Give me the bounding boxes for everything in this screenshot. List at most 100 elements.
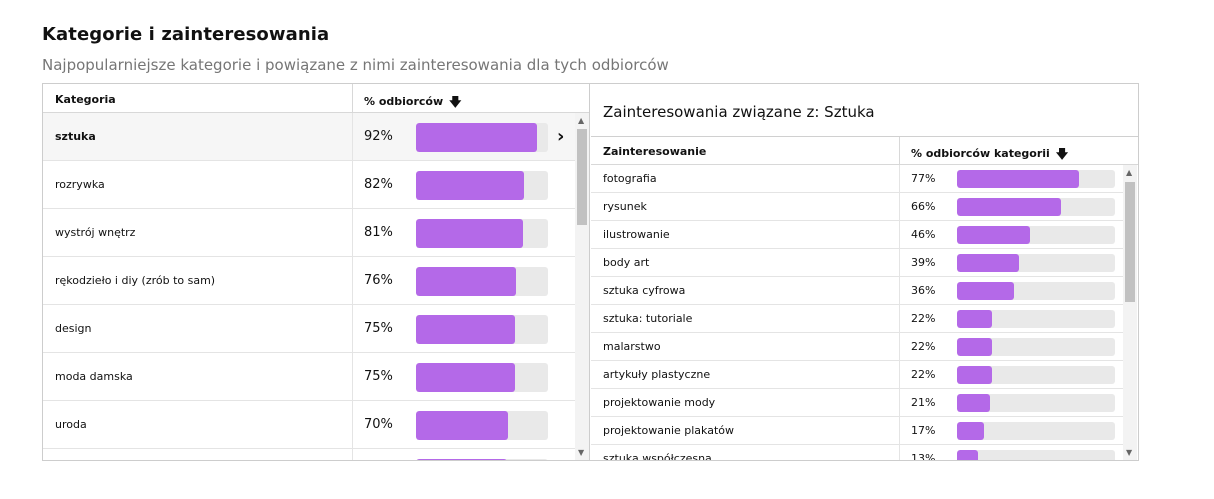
column-divider (352, 257, 353, 304)
column-header-interest[interactable]: Zainteresowanie (603, 145, 707, 158)
interest-row: sztuka: tutoriale 22% (591, 305, 1123, 333)
percent-bar-track (416, 459, 548, 460)
interest-row: ilustrowanie 46% (591, 221, 1123, 249)
category-row[interactable]: uroda 70% (43, 401, 575, 449)
scroll-up-icon[interactable]: ▲ (578, 116, 585, 125)
percent-bar-track (957, 254, 1115, 272)
percent-bar-track (957, 450, 1115, 460)
percent-bar-fill (416, 171, 525, 200)
interest-percent: 66% (911, 200, 936, 213)
category-name: design (55, 322, 92, 335)
column-divider (899, 305, 900, 332)
category-row[interactable]: wystrój wnętrz 81% (43, 209, 575, 257)
category-name: moda damska (55, 370, 133, 383)
percent-bar-fill (957, 366, 992, 384)
interest-percent: 17% (911, 424, 936, 437)
percent-bar-fill (416, 123, 538, 152)
column-divider (352, 113, 353, 160)
column-divider (899, 417, 900, 444)
percent-bar-track (957, 198, 1115, 216)
column-divider (352, 353, 353, 400)
interest-row: projektowanie mody 21% (591, 389, 1123, 417)
category-row[interactable]: rozrywka 82% (43, 161, 575, 209)
interest-name: malarstwo (603, 340, 661, 353)
category-row[interactable]: design 75% (43, 305, 575, 353)
column-header-category-percent-label: % odbiorców kategorii (911, 147, 1050, 160)
interest-name: projektowanie mody (603, 396, 716, 409)
percent-bar-track (957, 394, 1115, 412)
column-header-percent-label: % odbiorców (364, 95, 444, 108)
interest-row: artykuły plastyczne 22% (591, 361, 1123, 389)
percent-bar-track (957, 338, 1115, 356)
interest-row: fotografia 77% (591, 165, 1123, 193)
interest-name: ilustrowanie (603, 228, 670, 241)
interest-name: body art (603, 256, 650, 269)
categories-table-body: sztuka 92% › rozrywka 82% wystrój wnętrz 81% rę… (43, 113, 575, 460)
column-divider (899, 249, 900, 276)
interests-table-header: Zainteresowanie % odbiorców kategorii 🡇 (591, 136, 1138, 165)
category-row[interactable]: moda damska 75% (43, 353, 575, 401)
interest-name: sztuka: tutoriale (603, 312, 693, 325)
column-header-category-percent[interactable]: % odbiorców kategorii 🡇 (911, 145, 1068, 166)
categories-scrollbar[interactable]: ▲ ▼ (575, 113, 589, 460)
category-row[interactable]: sztuka 92% › (43, 113, 575, 161)
column-divider (352, 209, 353, 256)
interest-name: rysunek (603, 200, 647, 213)
category-row[interactable]: rękodzieło i diy (zrób to sam) 76% (43, 257, 575, 305)
scroll-down-icon[interactable]: ▼ (1126, 448, 1133, 457)
interest-row: rysunek 66% (591, 193, 1123, 221)
percent-bar-fill (957, 422, 984, 440)
category-percent: 81% (364, 225, 393, 240)
column-divider (899, 333, 900, 360)
arrow-down-icon[interactable]: 🡇 (449, 95, 462, 109)
interests-scrollbar[interactable]: ▲ ▼ (1123, 165, 1137, 460)
column-divider (899, 361, 900, 388)
percent-bar-fill (957, 338, 992, 356)
percent-bar-fill (957, 310, 992, 328)
column-divider (899, 165, 900, 192)
percent-bar-track (957, 226, 1115, 244)
column-divider (352, 161, 353, 208)
percent-bar-track (416, 171, 548, 200)
column-divider (899, 193, 900, 220)
percent-bar-track (957, 170, 1115, 188)
category-percent: 92% (364, 129, 393, 144)
scroll-up-icon[interactable]: ▲ (1126, 168, 1133, 177)
chevron-right-icon[interactable]: › (557, 126, 565, 147)
interest-percent: 13% (911, 452, 936, 460)
interest-row: body art 39% (591, 249, 1123, 277)
interests-table: Zainteresowania związane z: Sztuka Zaint… (591, 84, 1138, 460)
category-percent: 82% (364, 177, 393, 192)
arrow-down-icon[interactable]: 🡇 (1055, 147, 1069, 161)
interest-name: sztuka cyfrowa (603, 284, 686, 297)
column-divider (899, 389, 900, 416)
interest-name: projektowanie plakatów (603, 424, 734, 437)
percent-bar-fill (957, 198, 1062, 216)
percent-bar-track (416, 411, 548, 440)
interest-percent: 39% (911, 256, 936, 269)
category-percent: 75% (364, 369, 393, 384)
category-name: uroda (55, 418, 87, 431)
category-name: rękodzieło i diy (zrób to sam) (55, 274, 216, 287)
interest-row: malarstwo 22% (591, 333, 1123, 361)
interest-name: fotografia (603, 172, 657, 185)
category-row[interactable] (43, 449, 575, 460)
column-divider (899, 137, 900, 164)
column-header-category[interactable]: Kategoria (55, 93, 116, 106)
percent-bar-track (957, 310, 1115, 328)
column-divider (899, 221, 900, 248)
column-divider (352, 401, 353, 448)
scrollbar-thumb[interactable] (1125, 182, 1135, 302)
column-divider (352, 305, 353, 352)
percent-bar-track (416, 363, 548, 392)
interest-percent: 22% (911, 340, 936, 353)
percent-bar-track (957, 366, 1115, 384)
column-divider (899, 277, 900, 304)
percent-bar-fill (957, 170, 1079, 188)
interest-percent: 21% (911, 396, 936, 409)
scrollbar-thumb[interactable] (577, 129, 587, 225)
percent-bar-fill (416, 411, 509, 440)
category-name: rozrywka (55, 178, 105, 191)
column-header-percent[interactable]: % odbiorców 🡇 (364, 93, 462, 114)
scroll-down-icon[interactable]: ▼ (578, 448, 585, 457)
